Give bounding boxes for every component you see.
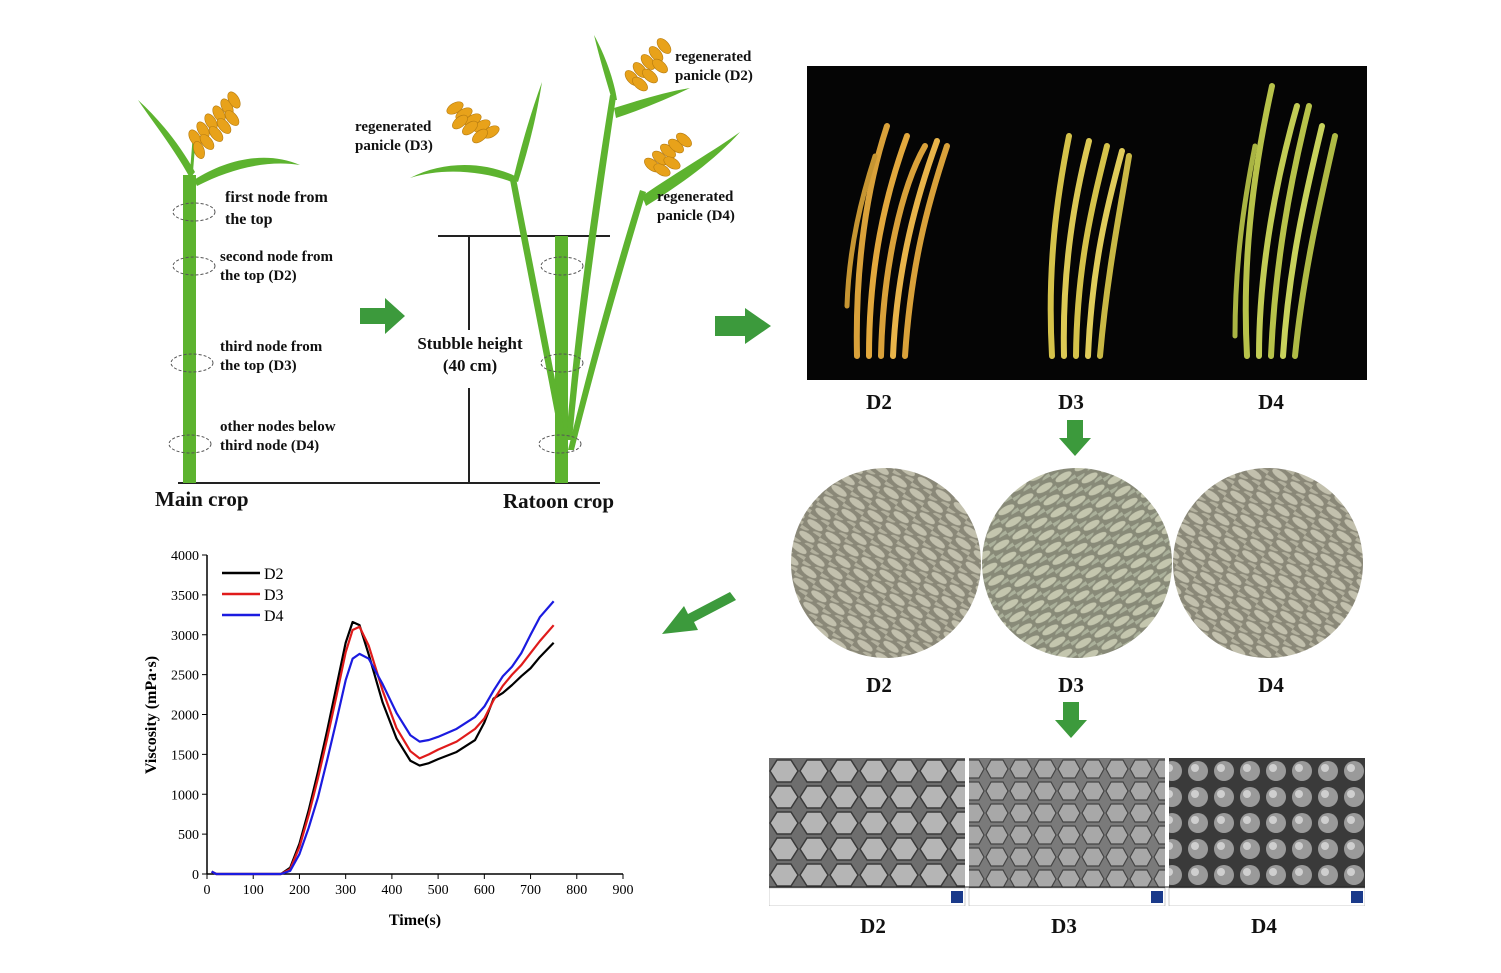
stubble-height-value: (40 cm) (442, 356, 498, 375)
series-line-d2 (211, 620, 555, 876)
x-tick-label: 300 (335, 883, 356, 898)
legend-label: D3 (264, 587, 284, 604)
node-marker (540, 353, 584, 373)
y-axis-label: Viscosity (mPa·s) (143, 656, 160, 774)
panicle-label-line: panicle (D4) (657, 208, 735, 224)
sem-label: D3 (1051, 914, 1077, 938)
node-label-line: the top (D2) (220, 268, 297, 284)
main-crop-label: Main crop (155, 487, 249, 511)
panicle-label-d3: regenerated panicle (D3) (355, 118, 433, 156)
node-marker (172, 202, 216, 222)
node-marker (538, 434, 582, 454)
arrow-right-icon (360, 298, 405, 334)
panicle-group-d2 (844, 123, 950, 359)
panicle-label: D4 (1258, 390, 1284, 414)
panicle-label-line: regenerated (657, 189, 734, 205)
panicle-label-line: regenerated (675, 49, 752, 65)
node-label-line: the top (D3) (220, 358, 297, 374)
y-tick-label: 2500 (171, 669, 199, 684)
x-tick-label: 800 (566, 883, 587, 898)
node-label-first: first node from the top (225, 188, 328, 229)
x-tick-label: 500 (428, 883, 449, 898)
panicle-d4 (644, 132, 692, 177)
panicle-label-line: panicle (D2) (675, 68, 753, 84)
panicle-label-line: panicle (D3) (355, 138, 433, 154)
node-label-third: third node from the top (D3) (220, 338, 322, 376)
panicle-photo (807, 66, 1367, 380)
chart-lines (211, 600, 555, 876)
sem-image-d3 (969, 758, 1165, 906)
arrow-down-left-icon (662, 592, 736, 634)
x-tick-label: 0 (204, 883, 211, 898)
node-label-line: the top (225, 211, 273, 228)
ratoon-crop-plant (410, 35, 740, 483)
arrow-down-icon (1059, 420, 1091, 456)
panicle-label-d4: regenerated panicle (D4) (657, 188, 735, 226)
x-tick-label: 100 (243, 883, 264, 898)
y-tick-label: 4000 (171, 549, 199, 564)
y-tick-label: 3000 (171, 629, 199, 644)
grain-label: D4 (1258, 673, 1284, 697)
grain-photos (791, 468, 1363, 658)
node-label-other: other nodes below third node (D4) (220, 418, 336, 456)
panicle-group-d4 (1232, 83, 1338, 359)
x-tick-label: 400 (381, 883, 402, 898)
x-tick-label: 600 (474, 883, 495, 898)
node-label-line: third node (D4) (220, 438, 320, 454)
panicle-label: D3 (1058, 390, 1084, 414)
sem-photos (769, 758, 1365, 906)
node-marker (168, 434, 212, 454)
sem-label: D4 (1251, 914, 1277, 938)
panicle-group-d3 (1047, 133, 1132, 359)
chart-axes: 0 100 200 300 400 500 600 700 800 900 0 500 1000 1500… (171, 549, 634, 898)
node-marker (170, 353, 214, 373)
sem-label: D2 (860, 914, 886, 938)
grain-photo-d2 (791, 468, 981, 658)
x-tick-label: 200 (289, 883, 310, 898)
x-tick-label: 700 (520, 883, 541, 898)
series-line-d3 (211, 624, 555, 876)
panicle-d3 (446, 101, 500, 144)
y-tick-label: 1500 (171, 748, 199, 763)
node-marker (172, 256, 216, 276)
node-marker (540, 256, 584, 276)
legend-label: D4 (264, 608, 284, 625)
arrow-right-icon (715, 308, 771, 344)
viscosity-chart: 0 100 200 300 400 500 600 700 800 900 0 500 1000 1500… (143, 549, 634, 929)
panicle-d2 (624, 38, 672, 92)
y-tick-label: 3500 (171, 589, 199, 604)
legend-label: D2 (264, 566, 284, 583)
node-label-line: first node from (225, 189, 328, 206)
main-crop-panicle (188, 91, 241, 159)
panicle-label: D2 (866, 390, 892, 414)
sem-image-d2 (769, 758, 965, 906)
node-label-second: second node from the top (D2) (220, 248, 333, 286)
arrow-down-icon (1055, 702, 1087, 738)
y-tick-label: 0 (192, 868, 199, 883)
grain-label: D2 (866, 673, 892, 697)
stubble-height-label: Stubble height (40 cm) (405, 333, 535, 377)
x-axis-label: Time(s) (389, 912, 441, 929)
chart-legend: D2 D3 D4 (222, 566, 284, 625)
grain-photo-d4 (1173, 468, 1363, 658)
panicle-label-d2: regenerated panicle (D2) (675, 48, 753, 86)
sem-image-d4 (1169, 758, 1365, 906)
x-tick-label: 900 (613, 883, 634, 898)
grain-label: D3 (1058, 673, 1084, 697)
y-tick-label: 500 (178, 828, 199, 843)
node-label-line: second node from (220, 249, 334, 265)
panicle-label-line: regenerated (355, 119, 432, 135)
stubble-height-text: Stubble height (417, 334, 523, 353)
series-line-d4 (211, 600, 555, 876)
crop-schematic (138, 35, 740, 484)
ratoon-crop-label: Ratoon crop (503, 489, 615, 513)
node-label-line: other nodes below (220, 419, 336, 435)
node-label-line: third node from (220, 339, 323, 355)
y-tick-label: 1000 (171, 788, 199, 803)
y-tick-label: 2000 (171, 709, 199, 724)
main-crop-plant (138, 91, 300, 483)
grain-photo-d3 (982, 468, 1172, 658)
